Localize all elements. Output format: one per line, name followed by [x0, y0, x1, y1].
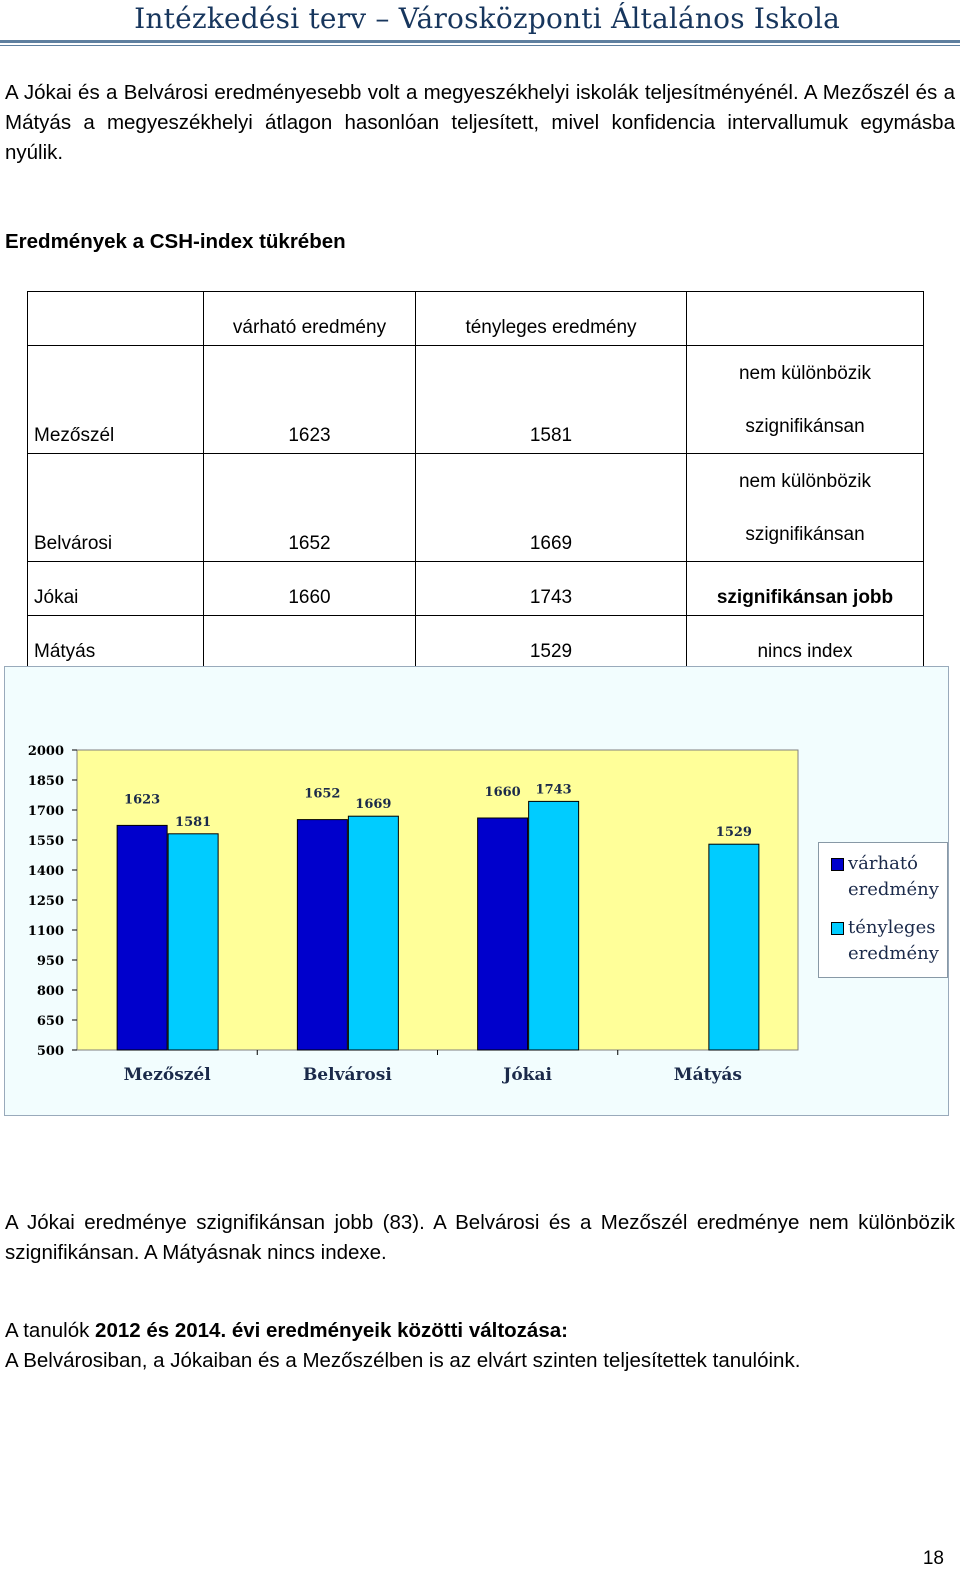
chart-legend: várható eredmény tényleges eredmény [818, 842, 948, 978]
actual-cell: 1743 [415, 561, 687, 616]
bar [708, 843, 760, 1051]
significance-line-1: nem különbözik [738, 363, 872, 384]
header-cell-expected: várható eredmény [203, 291, 416, 346]
legend-label-actual-2: eredmény [848, 943, 939, 964]
significance-cell: nem különbözik szignifikánsan [686, 453, 924, 562]
data-label: 1623 [124, 792, 160, 807]
x-category-label: Mátyás [674, 1065, 742, 1085]
csh-index-table: várható eredmény tényleges eredmény Mező… [27, 291, 924, 670]
legend-swatch-expected [831, 858, 844, 871]
bar [477, 817, 529, 1051]
legend-label-actual-1: tényleges [848, 917, 936, 938]
y-tick-label: 1400 [28, 864, 64, 879]
table-row: Mezőszél 1623 1581 nem különbözik szigni… [27, 345, 924, 454]
page-number: 18 [922, 1548, 944, 1569]
intro-paragraph: A Jókai és a Belvárosi eredményesebb vol… [5, 81, 955, 164]
school-name-cell: Belvárosi [27, 453, 204, 562]
y-tick-label: 1100 [28, 924, 64, 939]
bar [347, 815, 399, 1051]
legend-label-expected-1: várható [848, 853, 918, 874]
change-prefix: A tanulók [5, 1319, 96, 1342]
y-tick-label: 1700 [28, 804, 64, 819]
expected-cell [203, 615, 416, 670]
change-paragraph: A tanulók 2012 és 2014. évi eredményeik … [5, 1316, 955, 1376]
significance-cell: szignifikánsan jobb [686, 561, 924, 616]
legend-swatch-actual [831, 922, 844, 935]
table-header-row: várható eredmény tényleges eredmény [27, 291, 924, 346]
change-heading: 2012 és 2014. évi eredményeik közötti vá… [95, 1319, 568, 1342]
bar [296, 819, 348, 1051]
header-cell-empty [27, 291, 204, 346]
header-rule-thin [0, 45, 960, 46]
data-label: 1660 [485, 785, 521, 800]
table-row: Mátyás 1529 nincs index [27, 615, 924, 670]
y-tick-label: 2000 [28, 744, 64, 759]
school-name-cell: Mátyás [27, 615, 204, 670]
page-header: Intézkedési terv – Városközponti Általán… [0, 0, 960, 50]
expected-cell: 1652 [203, 453, 416, 562]
expected-cell: 1660 [203, 561, 416, 616]
actual-cell: 1581 [415, 345, 687, 454]
change-text: A Belvárosiban, a Jókaiban és a Mezőszél… [5, 1349, 801, 1372]
data-label: 1669 [355, 797, 391, 812]
y-tick-label: 1250 [28, 894, 64, 909]
significance-cell: nem különbözik szignifikánsan [686, 345, 924, 454]
bar-chart-svg: 500 650 800 950 1100 1250 1400 1550 1700 1850 2000… [28, 744, 799, 1085]
legend-item-expected: várható eredmény [831, 851, 949, 903]
x-category-label: Jókai [501, 1065, 552, 1085]
actual-cell: 1529 [415, 615, 687, 670]
bar [528, 800, 580, 1051]
data-label: 1652 [304, 787, 340, 802]
x-category-label: Mezőszél [124, 1065, 212, 1085]
actual-cell: 1669 [415, 453, 687, 562]
table-row: Belvárosi 1652 1669 nem különbözik szign… [27, 453, 924, 562]
legend-label-expected-2: eredmény [848, 879, 939, 900]
school-name-cell: Jókai [27, 561, 204, 616]
y-tick-label: 950 [37, 954, 64, 969]
significance-line-1: nem különbözik [738, 471, 872, 492]
y-tick-label: 1550 [28, 834, 64, 849]
data-label: 1529 [716, 825, 752, 840]
y-tick-label: 1850 [28, 774, 64, 789]
y-tick-label: 650 [37, 1014, 64, 1029]
bar-chart: 500 650 800 950 1100 1250 1400 1550 1700 1850 2000… [4, 666, 949, 1116]
legend-item-actual: tényleges eredmény [831, 915, 949, 967]
y-tick-label: 800 [37, 984, 64, 999]
section-title: Eredmények a CSH-index tükrében [5, 230, 346, 253]
change-heading-line: A tanulók 2012 és 2014. évi eredményeik … [5, 1316, 955, 1346]
header-rule-thick [0, 40, 960, 43]
y-tick-label: 500 [37, 1044, 64, 1059]
bar [167, 833, 219, 1051]
table-row: Jókai 1660 1743 szignifikánsan jobb [27, 561, 924, 616]
significance-cell: nincs index [686, 615, 924, 670]
bar [116, 824, 168, 1051]
expected-cell: 1623 [203, 345, 416, 454]
header-title: Intézkedési terv – Városközponti Általán… [134, 2, 840, 35]
result-paragraph: A Jókai eredménye szignifikánsan jobb (8… [5, 1211, 955, 1264]
school-name-cell: Mezőszél [27, 345, 204, 454]
significance-line-2: szignifikánsan [745, 416, 865, 437]
data-label: 1581 [175, 815, 211, 830]
header-cell-significance [686, 291, 924, 346]
x-category-label: Belvárosi [303, 1065, 392, 1085]
significance-line-2: szignifikánsan [745, 524, 865, 545]
data-label: 1743 [536, 782, 572, 797]
header-cell-actual: tényleges eredmény [415, 291, 687, 346]
